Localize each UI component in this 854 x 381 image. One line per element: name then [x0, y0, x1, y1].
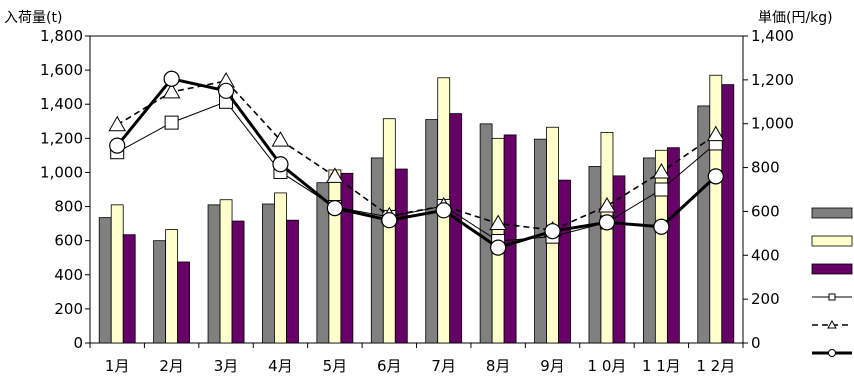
bar — [153, 240, 167, 344]
point — [598, 214, 616, 231]
left-tick-label: 0 — [73, 334, 83, 352]
legend-marker — [828, 349, 836, 357]
x-tick-label: 1月 — [105, 357, 130, 375]
bar — [666, 147, 680, 344]
bar — [503, 134, 517, 344]
point — [326, 167, 344, 183]
bar — [207, 204, 221, 344]
bar — [122, 234, 136, 344]
point — [217, 82, 235, 99]
legend-swatch — [811, 235, 853, 247]
right-tick-label: 1,000 — [751, 115, 794, 133]
point — [272, 156, 289, 173]
left-tick-label: 800 — [54, 198, 83, 216]
series-line — [116, 77, 717, 250]
point — [653, 218, 670, 235]
bar — [219, 199, 233, 344]
point — [652, 162, 671, 179]
x-tick-label: 7月 — [431, 357, 456, 375]
legend-marker — [827, 319, 837, 329]
left-tick-label: 600 — [54, 232, 83, 250]
bar — [394, 168, 408, 344]
bar — [328, 169, 342, 344]
x-tick-label: 2月 — [159, 357, 184, 375]
bar — [654, 149, 668, 344]
bar — [110, 204, 124, 344]
plot-area: 0 200 400 600 800 1,000 1,200 1,400 1,600 1,800 0 2… — [40, 27, 853, 375]
point — [381, 212, 398, 229]
point — [164, 115, 179, 130]
x-tick-label: 4月 — [268, 357, 293, 375]
legend-marker — [828, 293, 836, 301]
point — [706, 125, 725, 142]
left-tick-label: 1,600 — [40, 61, 83, 79]
bar — [370, 157, 384, 344]
point — [108, 115, 127, 132]
left-tick-label: 1,200 — [40, 129, 83, 147]
bar — [231, 220, 245, 344]
x-tick-label: 3月 — [214, 357, 239, 375]
right-tick-label: 1,200 — [751, 71, 794, 89]
bar — [425, 119, 439, 344]
series-line — [116, 80, 717, 231]
bar — [382, 118, 396, 344]
right-tick-label: 400 — [751, 246, 780, 264]
bar — [612, 175, 626, 344]
bar — [642, 157, 656, 344]
right-axis-title: 単価(円/kg) — [758, 10, 833, 26]
bar — [165, 229, 179, 344]
right-tick-label: 1,400 — [751, 27, 794, 45]
x-tick-label: 1 1月 — [642, 357, 681, 375]
bar — [286, 219, 299, 344]
x-tick-label: 8月 — [486, 357, 511, 375]
point — [271, 131, 290, 147]
legend-swatch — [811, 263, 853, 275]
left-tick-label: 1,000 — [40, 163, 83, 181]
point — [654, 182, 669, 197]
x-tick-label: 5月 — [323, 357, 348, 375]
bar — [534, 138, 547, 344]
left-tick-label: 400 — [54, 266, 83, 284]
right-tick-label: 200 — [751, 290, 780, 308]
bar — [449, 113, 463, 344]
bar — [721, 84, 735, 344]
bar — [558, 179, 571, 344]
x-tick-label: 6月 — [377, 357, 402, 375]
point — [598, 196, 616, 213]
right-tick-label: 600 — [751, 202, 780, 220]
point — [490, 239, 507, 256]
x-tick-label: 1 2月 — [696, 357, 735, 375]
legend — [811, 207, 853, 357]
bar — [274, 192, 287, 344]
point — [162, 82, 181, 99]
x-tick-label: 9月 — [540, 357, 565, 375]
point — [163, 70, 180, 87]
bar — [588, 166, 602, 344]
point — [435, 202, 452, 219]
left-tick-label: 1,800 — [40, 27, 83, 45]
bar — [177, 261, 191, 344]
bar — [98, 217, 112, 344]
left-tick-label: 200 — [54, 300, 83, 318]
point — [544, 223, 561, 240]
series-line — [116, 101, 717, 242]
legend-swatch — [811, 207, 853, 219]
bar — [697, 105, 711, 344]
x-tick-label: 1 0月 — [588, 357, 627, 375]
bar — [340, 172, 354, 344]
left-tick-label: 1,400 — [40, 95, 83, 113]
left-axis-title: 入荷量(t) — [4, 10, 62, 26]
bar — [600, 131, 614, 344]
bar — [709, 74, 723, 344]
right-tick-label: 0 — [751, 334, 761, 352]
point — [326, 200, 343, 217]
point — [707, 168, 724, 185]
bar — [262, 203, 275, 344]
point — [109, 137, 126, 154]
right-tick-label: 800 — [751, 159, 780, 177]
point — [489, 214, 507, 230]
